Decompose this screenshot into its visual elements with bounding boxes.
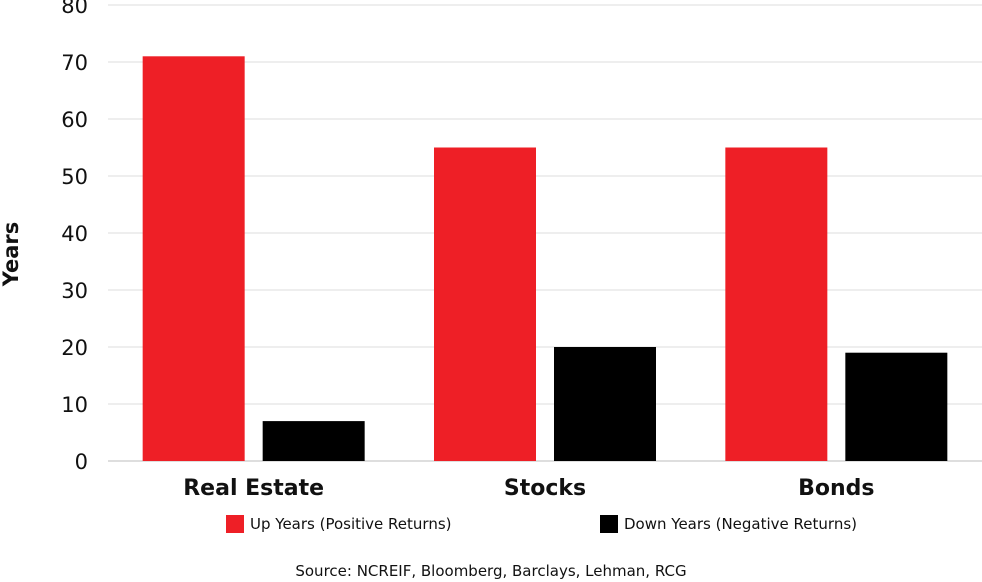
- source-note: Source: NCREIF, Bloomberg, Barclays, Leh…: [295, 562, 687, 580]
- y-axis-ticks: 0 10 20 30 40 50 60 70 80: [61, 0, 88, 474]
- bar-up-stocks: [434, 147, 536, 461]
- y-tick-label: 10: [61, 393, 88, 417]
- legend: Up Years (Positive Returns) Down Years (…: [0, 515, 982, 537]
- legend-swatch-up-years: [226, 515, 244, 533]
- y-tick-label: 30: [61, 279, 88, 303]
- x-category-label: Stocks: [504, 476, 586, 501]
- y-axis-title: Years: [0, 222, 23, 288]
- legend-label-up-years: Up Years (Positive Returns): [250, 515, 452, 533]
- x-axis-categories: Real Estate Stocks Bonds: [183, 476, 874, 501]
- y-tick-label: 20: [61, 336, 88, 360]
- legend-item-down-years: Down Years (Negative Returns): [600, 515, 857, 533]
- legend-item-up-years: Up Years (Positive Returns): [226, 515, 452, 533]
- bars: [142, 56, 948, 462]
- y-tick-label: 60: [61, 108, 88, 132]
- bar-down-bonds: [845, 352, 948, 461]
- bar-up-bonds: [725, 147, 828, 461]
- x-category-label: Bonds: [798, 476, 874, 501]
- y-tick-label: 50: [61, 165, 88, 189]
- y-tick-label: 80: [61, 0, 88, 18]
- legend-swatch-down-years: [600, 515, 618, 533]
- legend-label-down-years: Down Years (Negative Returns): [624, 515, 857, 533]
- y-tick-label: 0: [75, 450, 88, 474]
- bar-down-real-estate: [262, 421, 365, 461]
- bar-down-stocks: [554, 347, 656, 461]
- bar-up-real-estate: [142, 56, 245, 462]
- y-tick-label: 40: [61, 222, 88, 246]
- gridlines: [108, 4, 982, 462]
- x-category-label: Real Estate: [183, 476, 324, 501]
- y-tick-label: 70: [61, 51, 88, 75]
